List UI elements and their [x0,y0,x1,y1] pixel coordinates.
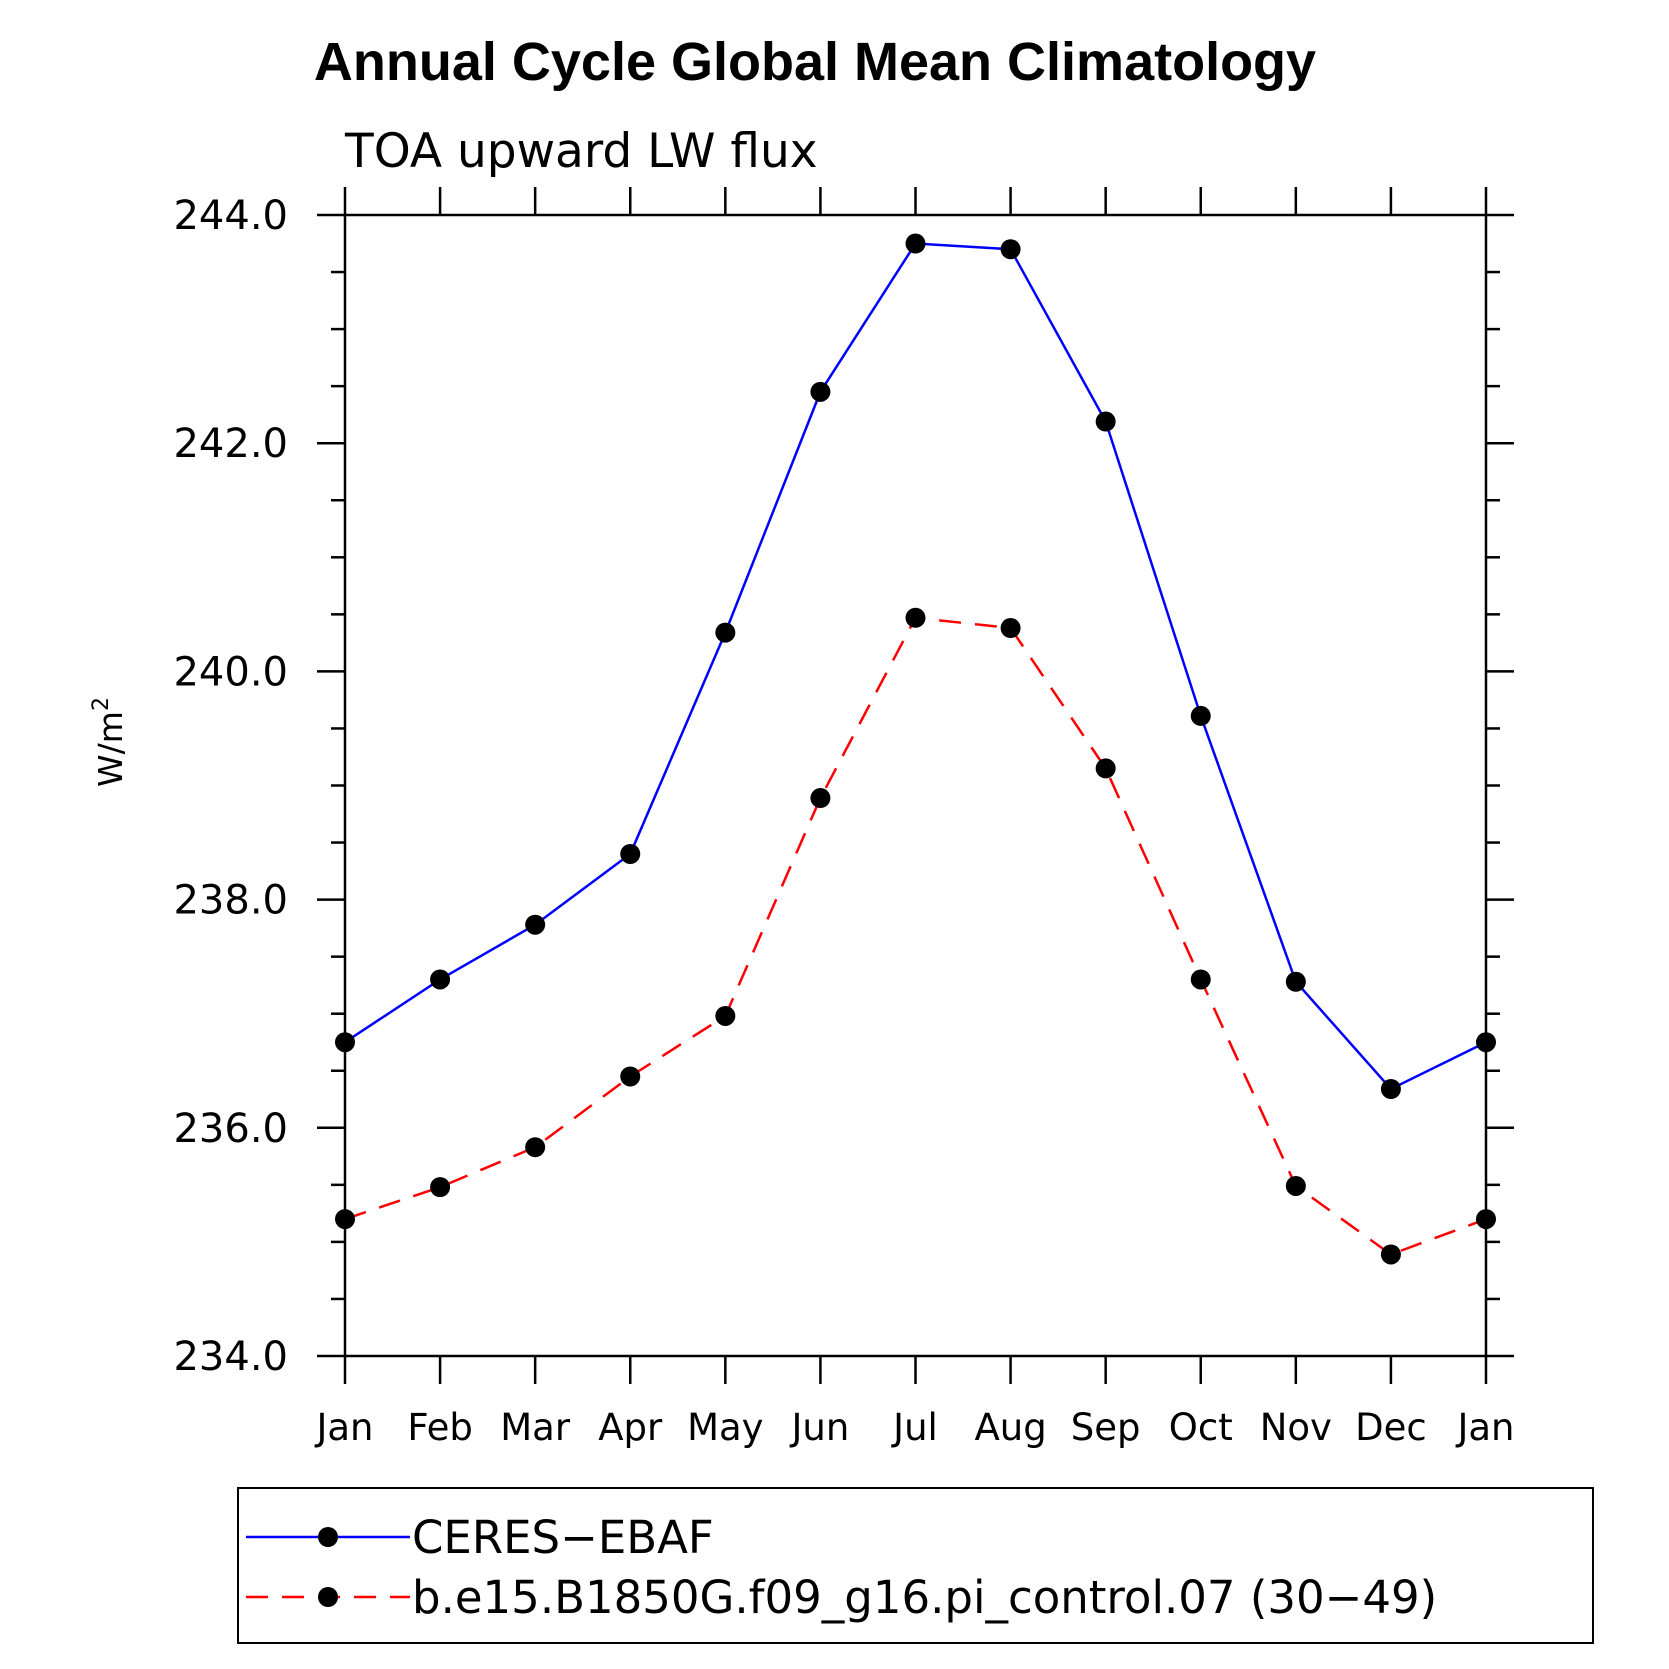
data-point [335,1032,355,1053]
data-point [715,1005,736,1026]
legend-marker [318,1527,338,1547]
y-tick-label: 238.0 [173,878,288,924]
data-point [1095,758,1116,779]
data-point [905,233,926,254]
data-point [335,1209,355,1230]
y-tick-label: 234.0 [173,1334,288,1380]
x-tick-label: Mar [500,1406,571,1449]
data-point [810,788,831,809]
x-tick-label: Jan [314,1406,373,1449]
x-tick-label: Oct [1169,1406,1233,1449]
legend-marker [318,1587,338,1607]
legend-item-0: CERES−EBAF [246,1511,714,1564]
y-tick-label: 242.0 [173,421,288,467]
x-tick-label: Sep [1071,1406,1141,1449]
data-point [525,914,546,935]
data-point [1285,971,1306,992]
x-tick-label: Nov [1260,1406,1332,1449]
data-point [620,843,641,864]
data-point [1190,705,1211,726]
x-tick-label: Aug [974,1406,1046,1449]
legend-label: b.e15.B1850G.f09_g16.pi_control.07 (30−4… [412,1571,1437,1624]
data-point [430,1177,451,1198]
x-tick-label: Jun [790,1406,850,1449]
data-point [1190,969,1211,990]
data-point [525,1137,546,1158]
data-point [1000,618,1021,639]
data-point [620,1066,641,1087]
legend-items: CERES−EBAF b.e15.B1850G.f09_g16.pi_contro… [246,1511,1437,1624]
series-0 [335,233,1496,1100]
data-point [1476,1032,1496,1053]
data-point [1000,239,1021,260]
y-axis-label-text: W/m [91,711,130,787]
legend-box [237,1487,1594,1644]
y-tick-label: 236.0 [173,1106,288,1152]
y-tick-label: 240.0 [173,649,288,695]
data-point [1476,1209,1496,1230]
legend-item-1: b.e15.B1850G.f09_g16.pi_control.07 (30−4… [246,1571,1437,1624]
data-point [715,622,736,643]
legend-label: CERES−EBAF [412,1511,714,1564]
data-point [1095,411,1116,432]
x-tick-label: Apr [598,1406,663,1449]
x-tick-label: Jan [1455,1406,1514,1449]
chart-title: Annual Cycle Global Mean Climatology [314,32,1316,92]
x-tick-label: Jul [891,1406,938,1449]
plot-frame [343,213,1488,1358]
series-1 [335,607,1496,1265]
legend: CERES−EBAF b.e15.B1850G.f09_g16.pi_contro… [237,1487,1594,1644]
x-tick-label: May [687,1406,764,1449]
data-point [905,607,926,628]
series-line [344,242,1487,1091]
x-tick-label: Dec [1355,1406,1427,1449]
y-axis-label: W/m2 [89,697,130,787]
y-axis-label-superscript: 2 [89,697,114,711]
data-point [1285,1175,1306,1196]
data-point [810,381,831,402]
data-point [1380,1079,1401,1100]
x-tick-label: Feb [407,1406,473,1449]
data-point [430,969,451,990]
chart-subtitle: TOA upward LW flux [344,124,818,179]
y-tick-label: 244.0 [173,193,288,239]
series-layer [335,233,1496,1265]
axes: Jan Feb Mar Apr May Jun Jul Aug Sep Oct Nov Dec Jan 2… [173,187,1515,1449]
svg-text:W/m2: W/m2 [89,697,130,787]
data-point [1380,1244,1401,1265]
